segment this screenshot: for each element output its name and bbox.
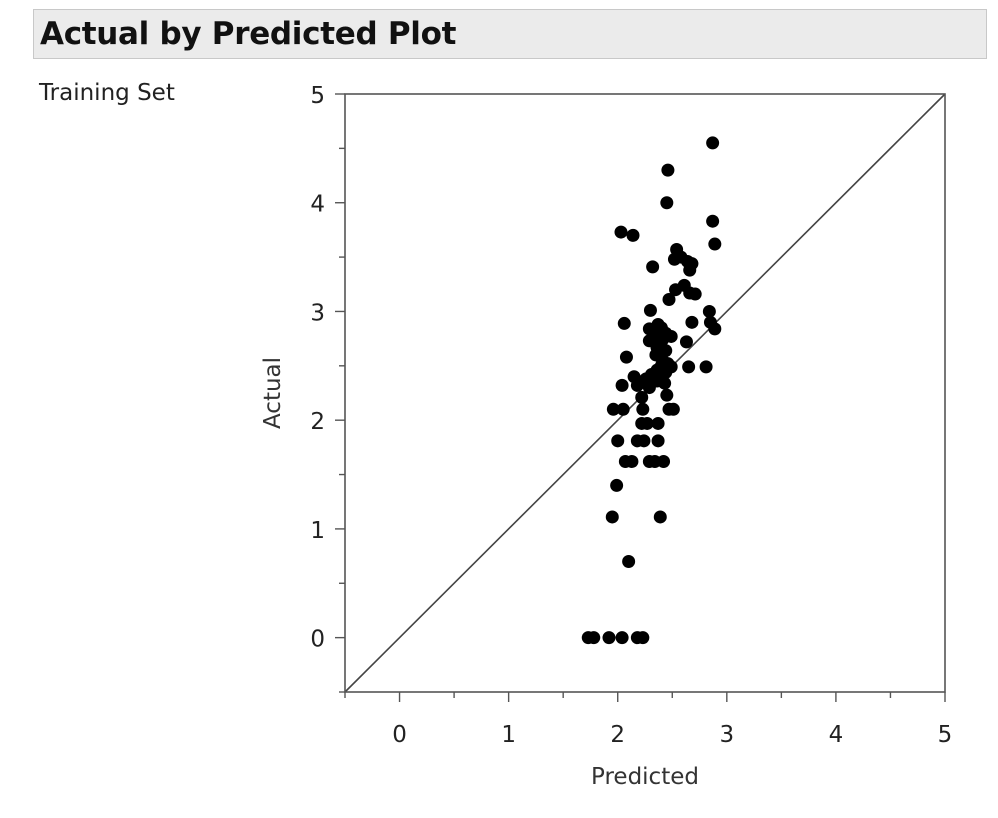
data-point (662, 292, 676, 306)
data-point (657, 454, 671, 468)
y-tick-label: 5 (310, 83, 325, 109)
data-point (667, 252, 681, 266)
data-point (660, 388, 674, 402)
data-point (651, 434, 665, 448)
data-point (617, 316, 631, 330)
data-point (611, 434, 625, 448)
data-point (706, 136, 720, 150)
data-point (658, 376, 672, 390)
data-point (660, 196, 674, 210)
data-point (625, 454, 639, 468)
data-point (626, 228, 640, 242)
data-point (615, 378, 629, 392)
training-set-label: Training Set (39, 80, 175, 106)
data-point (688, 287, 702, 301)
y-tick-label: 0 (310, 627, 325, 653)
x-tick-label: 1 (501, 722, 516, 748)
data-point (653, 510, 667, 524)
x-tick-label: 0 (392, 722, 407, 748)
data-point (640, 416, 654, 430)
data-point (699, 360, 713, 374)
x-axis-label: Predicted (591, 764, 699, 790)
data-point (587, 631, 601, 645)
y-tick-label: 1 (310, 518, 325, 544)
y-axis-label: Actual (260, 357, 286, 429)
data-point (642, 381, 656, 395)
data-point (635, 390, 649, 404)
data-point (622, 555, 636, 569)
data-point (659, 344, 673, 358)
x-tick-label: 4 (829, 722, 844, 748)
data-point (661, 163, 675, 177)
x-tick-label: 3 (719, 722, 734, 748)
data-point (651, 416, 665, 430)
data-point (708, 237, 722, 251)
data-point (637, 434, 651, 448)
data-point (666, 402, 680, 416)
data-point (646, 260, 660, 274)
x-tick-label: 5 (938, 722, 953, 748)
data-point (679, 335, 693, 349)
data-point (706, 214, 720, 228)
data-point (630, 378, 644, 392)
data-point (605, 510, 619, 524)
page-title: Actual by Predicted Plot (40, 16, 457, 52)
data-point (685, 315, 699, 329)
y-tick-label: 3 (310, 300, 325, 326)
data-point (669, 283, 683, 297)
title-bar[interactable]: Actual by Predicted Plot (33, 9, 987, 59)
data-point (615, 631, 629, 645)
data-point (708, 322, 722, 336)
data-point (636, 402, 650, 416)
x-tick-label: 2 (610, 722, 625, 748)
data-point (616, 402, 630, 416)
y-tick-label: 2 (310, 409, 325, 435)
data-point (636, 631, 650, 645)
data-point (702, 304, 716, 318)
data-point (643, 303, 657, 317)
plot-frame (344, 93, 946, 693)
data-point (683, 263, 697, 277)
data-points (581, 136, 722, 645)
data-point (610, 478, 624, 492)
data-point (682, 360, 696, 374)
data-point (619, 350, 633, 364)
data-point (602, 631, 616, 645)
data-point (614, 225, 628, 239)
plot-axes: 0 1 2 3 4 5 0 1 2 3 4 5 (310, 83, 952, 748)
y-tick-label: 4 (310, 192, 325, 218)
data-point (606, 402, 620, 416)
